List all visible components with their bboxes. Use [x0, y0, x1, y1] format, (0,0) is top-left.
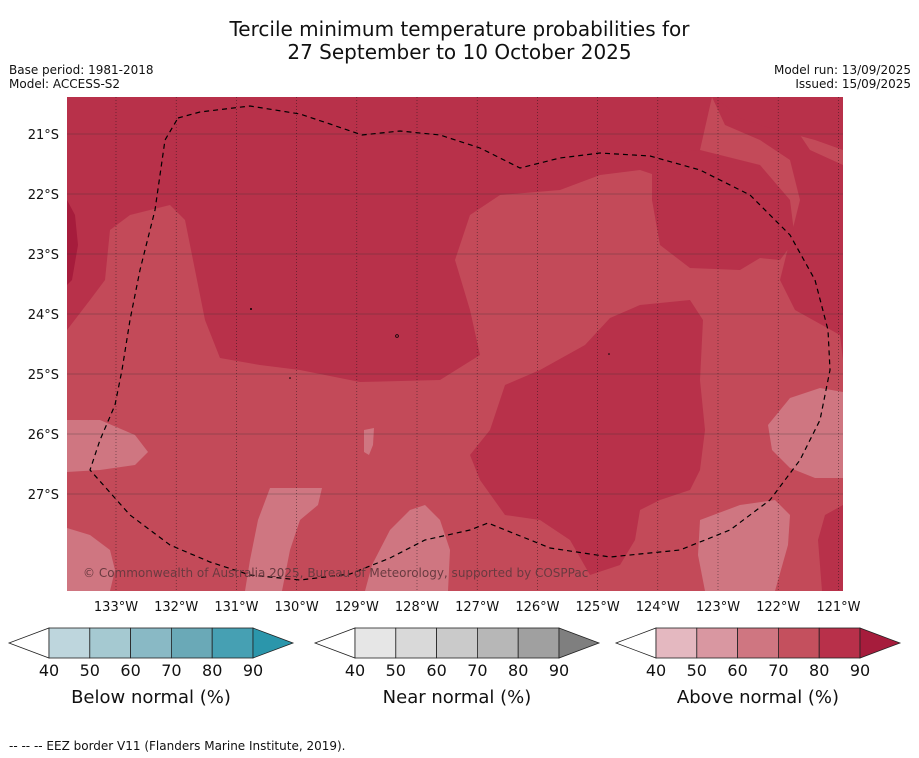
- colorbar-level-label: 50: [80, 661, 100, 680]
- lon-axis: 133°W 132°W 131°W 130°W 129°W 128°W 127°W 126°W…: [94, 600, 861, 615]
- region-above-80-90-se: [818, 505, 843, 591]
- lon-tick-label: 132°W: [154, 600, 198, 615]
- colorbar-level-label: 40: [646, 661, 666, 680]
- colorbar-title: Above normal (%): [677, 687, 839, 708]
- colorbar-level-label: 70: [467, 661, 487, 680]
- lon-tick-label: 131°W: [214, 600, 258, 615]
- lon-tick-label: 124°W: [636, 600, 680, 615]
- colorbar-level-label: 90: [549, 661, 569, 680]
- lat-tick-label: 26°S: [28, 428, 59, 443]
- colorbar-level-label: 90: [850, 661, 870, 680]
- region-above-60-70-west: [67, 420, 148, 472]
- chart-title-line2: 27 September to 10 October 2025: [287, 40, 632, 64]
- colorbar-segment: [655, 627, 698, 659]
- island-dot-4: [608, 353, 610, 355]
- colorbar-extend-low: [313, 627, 356, 659]
- island-dot-3: [289, 377, 291, 379]
- colorbar-segment: [476, 627, 519, 659]
- base-period: Base period: 1981-2018: [9, 63, 154, 77]
- colorbar-segment: [696, 627, 738, 659]
- lat-tick-label: 23°S: [28, 248, 59, 263]
- colorbar-extend-high: [859, 627, 902, 659]
- colorbar-segment: [517, 627, 560, 659]
- copyright-text: © Commonwealth of Australia 2025, Bureau…: [83, 566, 588, 580]
- island-dot-2: [395, 334, 399, 338]
- lon-tick-label: 123°W: [696, 600, 740, 615]
- meta-right: Model run: 13/09/2025 Issued: 15/09/2025: [774, 63, 911, 91]
- colorbar-segment: [48, 627, 91, 659]
- colorbar-level-label: 50: [386, 661, 406, 680]
- colorbar-legends: 40 50 60 70 80 90 Below normal (%) 40 50 60 70 80 90…: [7, 627, 902, 708]
- colorbar-extend-low: [614, 627, 657, 659]
- colorbar-0: 40 50 60 70 80 90 Below normal (%): [7, 627, 295, 708]
- colorbar-segment: [211, 627, 254, 659]
- colorbar-1: 40 50 60 70 80 90 Near normal (%): [313, 627, 601, 708]
- colorbar-level-label: 80: [809, 661, 829, 680]
- colorbar-level-label: 90: [243, 661, 263, 680]
- lat-tick-label: 27°S: [28, 488, 59, 503]
- region-above-60-70-southwest: [67, 528, 115, 591]
- colorbar-level-label: 60: [426, 661, 446, 680]
- lat-tick-label: 25°S: [28, 368, 59, 383]
- colorbar-segment: [354, 627, 397, 659]
- region-above-90-west: [67, 200, 78, 285]
- colorbar-segment: [395, 627, 437, 659]
- colorbar-title: Below normal (%): [71, 687, 231, 708]
- model-run: Model run: 13/09/2025: [773, 63, 911, 77]
- chart-title: Tercile minimum temperature probabilitie…: [0, 18, 919, 64]
- lon-tick-label: 122°W: [756, 600, 800, 615]
- colorbar-segment: [89, 627, 132, 659]
- colorbar-segment: [436, 627, 478, 659]
- colorbar-level-label: 80: [508, 661, 528, 680]
- colorbar-2: 40 50 60 70 80 90 Above normal (%): [614, 627, 902, 708]
- eez-footnote: -- -- -- EEZ border V11 (Flanders Marine…: [9, 739, 346, 753]
- region-above-60-70-south2: [365, 505, 450, 591]
- model-name: Model: ACCESS-S2: [9, 77, 121, 91]
- region-above-80-90-east: [652, 150, 795, 270]
- lon-tick-label: 126°W: [515, 600, 559, 615]
- issued-date: Issued: 15/09/2025: [795, 77, 911, 91]
- colorbar-extend-high: [558, 627, 601, 659]
- region-above-60-70-southeast: [698, 500, 790, 591]
- lon-tick-label: 130°W: [275, 600, 319, 615]
- colorbar-level-label: 50: [687, 661, 707, 680]
- lat-tick-label: 21°S: [28, 128, 59, 143]
- eez-border: [89, 105, 831, 581]
- colorbar-segment: [818, 627, 861, 659]
- colorbar-level-label: 70: [161, 661, 181, 680]
- lon-tick-label: 129°W: [335, 600, 379, 615]
- colorbar-segment: [737, 627, 779, 659]
- region-above-60-70-south1: [245, 488, 322, 591]
- colorbar-segment: [130, 627, 172, 659]
- colorbar-extend-high: [252, 627, 295, 659]
- colorbar-extend-low: [7, 627, 50, 659]
- lon-tick-label: 133°W: [94, 600, 138, 615]
- meta-left: Base period: 1981-2018 Model: ACCESS-S2: [9, 63, 154, 91]
- chart-title-line1: Tercile minimum temperature probabilitie…: [229, 17, 690, 41]
- lon-tick-label: 128°W: [395, 600, 439, 615]
- lat-tick-label: 24°S: [28, 308, 59, 323]
- island-dot-1: [250, 308, 252, 310]
- lat-tick-label: 22°S: [28, 188, 59, 203]
- colorbar-level-label: 70: [768, 661, 788, 680]
- colorbar-segment: [170, 627, 213, 659]
- lon-tick-label: 125°W: [576, 600, 620, 615]
- region-above-60-70-east: [768, 388, 843, 478]
- lon-tick-label: 127°W: [455, 600, 499, 615]
- colorbar-level-label: 60: [120, 661, 140, 680]
- map-gridlines: [67, 97, 843, 591]
- region-above-80-90-main: [67, 97, 843, 382]
- region-above-80-90-south: [470, 300, 705, 575]
- map-plot-area: © Commonwealth of Australia 2025, Bureau…: [67, 97, 843, 591]
- colorbar-title: Near normal (%): [383, 687, 532, 708]
- lat-axis: 21°S 22°S 23°S 24°S 25°S 26°S 27°S: [28, 128, 59, 503]
- colorbar-level-label: 40: [39, 661, 59, 680]
- colorbar-level-label: 40: [345, 661, 365, 680]
- lon-tick-label: 121°W: [816, 600, 860, 615]
- colorbar-level-label: 80: [202, 661, 222, 680]
- region-above-60-70-spot: [364, 428, 374, 455]
- colorbar-segment: [778, 627, 820, 659]
- colorbar-level-label: 60: [727, 661, 747, 680]
